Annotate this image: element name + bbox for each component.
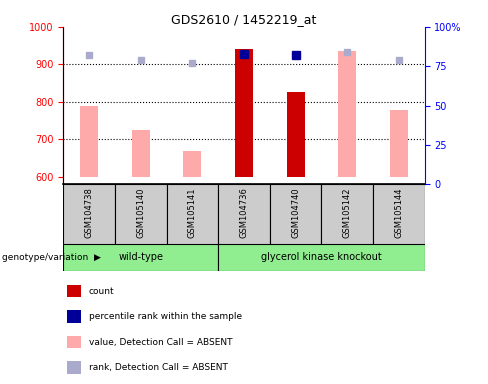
- Bar: [67, 361, 81, 374]
- Text: rank, Detection Call = ABSENT: rank, Detection Call = ABSENT: [89, 363, 227, 372]
- Text: GSM104740: GSM104740: [291, 187, 300, 238]
- Bar: [166, 184, 218, 244]
- Bar: [373, 184, 425, 244]
- Bar: [235, 50, 253, 177]
- Bar: [80, 106, 98, 177]
- Bar: [218, 244, 425, 271]
- Bar: [338, 51, 356, 177]
- Bar: [270, 184, 322, 244]
- Text: glycerol kinase knockout: glycerol kinase knockout: [261, 252, 382, 262]
- Text: GSM104736: GSM104736: [240, 187, 248, 238]
- Bar: [132, 130, 150, 177]
- Text: genotype/variation  ▶: genotype/variation ▶: [2, 253, 102, 262]
- Bar: [286, 93, 305, 177]
- Text: count: count: [89, 286, 114, 296]
- Bar: [67, 336, 81, 348]
- Text: percentile rank within the sample: percentile rank within the sample: [89, 312, 242, 321]
- Bar: [115, 184, 166, 244]
- Bar: [183, 151, 202, 177]
- Text: value, Detection Call = ABSENT: value, Detection Call = ABSENT: [89, 338, 232, 346]
- Bar: [218, 184, 270, 244]
- Text: GSM104738: GSM104738: [85, 187, 94, 238]
- Bar: [67, 310, 81, 323]
- Text: wild-type: wild-type: [118, 252, 163, 262]
- Title: GDS2610 / 1452219_at: GDS2610 / 1452219_at: [171, 13, 317, 26]
- Bar: [390, 110, 408, 177]
- Text: GSM105142: GSM105142: [343, 187, 352, 238]
- Text: GSM105141: GSM105141: [188, 187, 197, 238]
- Text: GSM105144: GSM105144: [394, 187, 403, 238]
- Bar: [63, 244, 218, 271]
- Text: GSM105140: GSM105140: [136, 187, 145, 238]
- Bar: [63, 184, 115, 244]
- Bar: [67, 285, 81, 297]
- Bar: [322, 184, 373, 244]
